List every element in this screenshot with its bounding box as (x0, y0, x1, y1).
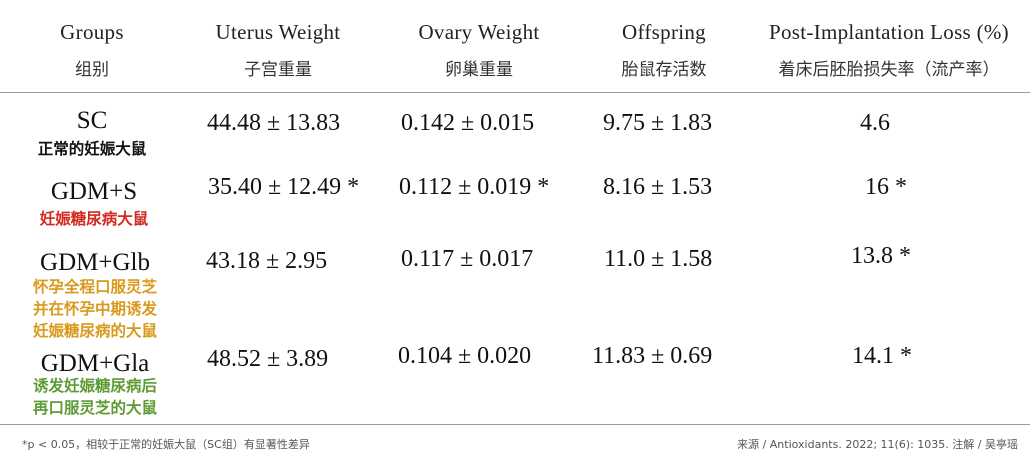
group-description: 并在怀孕中期诱发 (32, 300, 158, 318)
group-description: 怀孕全程口服灵芝 (32, 278, 158, 296)
ovary-weight-value: 0.112 ± 0.019 * (399, 174, 550, 200)
group-description: 正常的妊娠大鼠 (37, 140, 147, 158)
loss-value: 13.8 * (851, 243, 911, 269)
loss-value: 16 * (865, 174, 907, 200)
footer-divider (0, 424, 1030, 425)
header-offspring-zh: 胎鼠存活数 (621, 60, 707, 80)
ovary-weight-value: 0.117 ± 0.017 (401, 246, 534, 272)
source-citation: 来源 / Antioxidants. 2022; 11(6): 1035. 注解… (737, 438, 1018, 451)
header-ovary-zh: 卵巢重量 (445, 60, 513, 80)
uterus-weight-value: 35.40 ± 12.49 * (208, 174, 360, 200)
loss-value: 14.1 * (852, 343, 912, 369)
ovary-weight-value: 0.142 ± 0.015 (401, 110, 535, 136)
header-loss-zh: 着床后胚胎损失率（流产率） (778, 60, 1000, 80)
header-uterus-en: Uterus Weight (215, 20, 341, 44)
offspring-value: 9.75 ± 1.83 (603, 110, 713, 136)
group-description: 妊娠糖尿病的大鼠 (32, 322, 158, 340)
header-offspring-en: Offspring (622, 20, 706, 44)
group-name: GDM+Gla (40, 350, 150, 377)
header-groups-en: Groups (60, 20, 124, 44)
uterus-weight-value: 48.52 ± 3.89 (207, 346, 329, 372)
header-groups-zh: 组别 (75, 60, 109, 80)
loss-value: 4.6 (860, 110, 890, 136)
group-description: 再口服灵芝的大鼠 (32, 399, 158, 417)
group-name: GDM+S (50, 178, 138, 205)
header-uterus-zh: 子宫重量 (244, 60, 312, 80)
offspring-value: 8.16 ± 1.53 (603, 174, 713, 200)
group-name: GDM+Glb (40, 249, 150, 276)
group-description: 诱发妊娠糖尿病后 (32, 377, 158, 395)
ovary-weight-value: 0.104 ± 0.020 (398, 343, 532, 369)
offspring-value: 11.0 ± 1.58 (604, 246, 713, 272)
group-name: SC (76, 107, 108, 134)
header-loss-en: Post-Implantation Loss (%) (769, 20, 1009, 44)
header-divider (0, 92, 1030, 93)
offspring-value: 11.83 ± 0.69 (592, 343, 713, 369)
uterus-weight-value: 43.18 ± 2.95 (206, 248, 328, 274)
header-ovary-en: Ovary Weight (418, 20, 540, 44)
footnote: *p < 0.05，相较于正常的妊娠大鼠（SC组）有显著性差异 (22, 438, 310, 451)
group-description: 妊娠糖尿病大鼠 (39, 210, 149, 228)
uterus-weight-value: 44.48 ± 13.83 (207, 110, 341, 136)
